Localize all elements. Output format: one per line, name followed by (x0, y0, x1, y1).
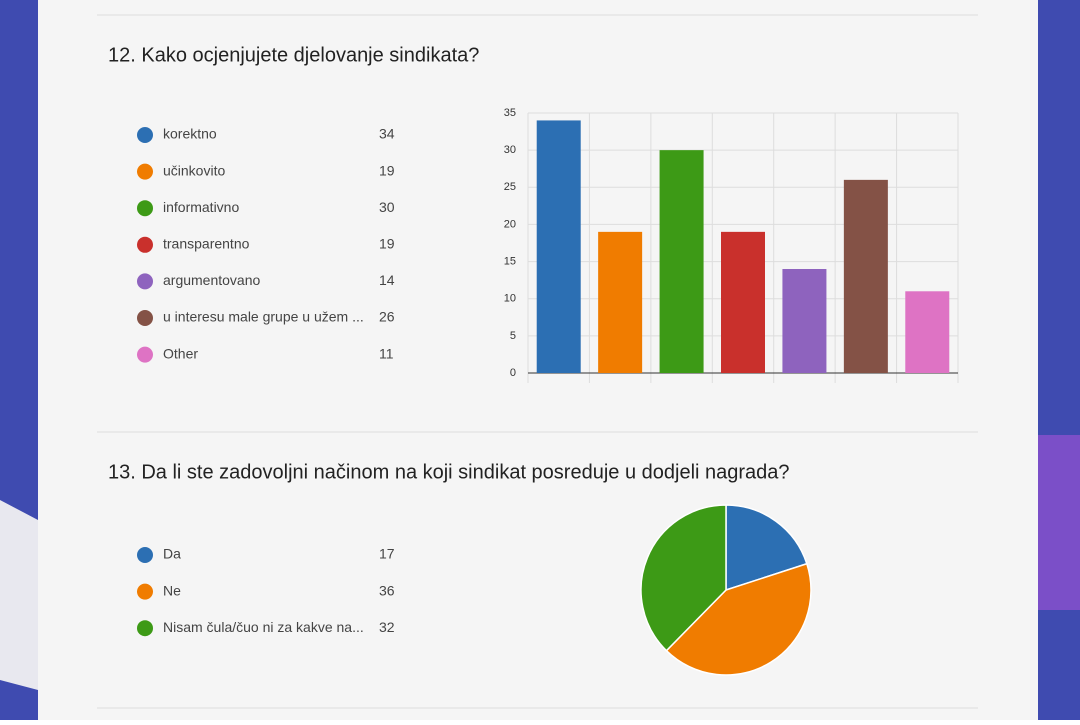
legend-label: Ne (163, 582, 181, 598)
question-title: 13. Da li ste zadovoljni načinom na koji… (108, 461, 790, 483)
y-tick-label: 10 (504, 293, 516, 305)
legend-count: 17 (379, 546, 395, 562)
legend-label: korektno (163, 126, 217, 142)
legend-label: u interesu male grupe u užem ... (163, 309, 364, 325)
bar (721, 231, 765, 373)
decoration (0, 500, 38, 690)
legend-count: 11 (379, 345, 394, 361)
legend-label: Da (163, 546, 181, 562)
bar (536, 120, 581, 373)
bar (905, 291, 950, 373)
legend-count: 36 (379, 582, 395, 598)
y-tick-label: 5 (510, 330, 516, 342)
legend-label: Other (163, 345, 198, 361)
question-title: 12. Kako ocjenjujete djelovanje sindikat… (108, 44, 479, 66)
legend-dot (137, 163, 153, 180)
y-tick-label: 20 (504, 218, 516, 230)
legend-count: 30 (379, 199, 395, 215)
legend-label: transparentno (163, 236, 250, 252)
y-tick-label: 30 (504, 144, 516, 156)
bar (598, 231, 643, 373)
pie-slice (725, 504, 808, 592)
legend-label: argumentovano (163, 272, 261, 288)
legend-dot (137, 127, 153, 143)
y-tick-label: 0 (510, 367, 516, 379)
legend-dot (137, 547, 153, 563)
bar (843, 179, 888, 373)
legend-dot (137, 583, 153, 600)
legend-label: Nisam čula/čuo ni za kakve na... (163, 619, 364, 635)
legend-dot (137, 236, 153, 253)
legend-label: učinkovito (163, 162, 225, 178)
legend-count: 19 (379, 236, 395, 252)
legend-count: 34 (379, 126, 395, 142)
legend-count: 26 (379, 309, 395, 325)
legend-label: informativno (163, 199, 239, 215)
legend-count: 14 (379, 272, 395, 288)
bar (782, 269, 827, 373)
y-tick-label: 15 (504, 255, 516, 267)
legend-dot (137, 310, 153, 326)
bar (659, 150, 704, 373)
y-tick-label: 25 (504, 181, 516, 193)
y-tick-label: 35 (504, 107, 516, 119)
pie-slice (640, 504, 727, 652)
legend-dot (137, 200, 153, 217)
legend-count: 19 (379, 162, 395, 178)
legend-dot (137, 346, 153, 363)
pie-slice (665, 562, 812, 676)
legend-dot (137, 620, 153, 637)
decoration (1038, 435, 1080, 610)
legend-count: 32 (379, 619, 395, 635)
legend-dot (137, 273, 153, 290)
